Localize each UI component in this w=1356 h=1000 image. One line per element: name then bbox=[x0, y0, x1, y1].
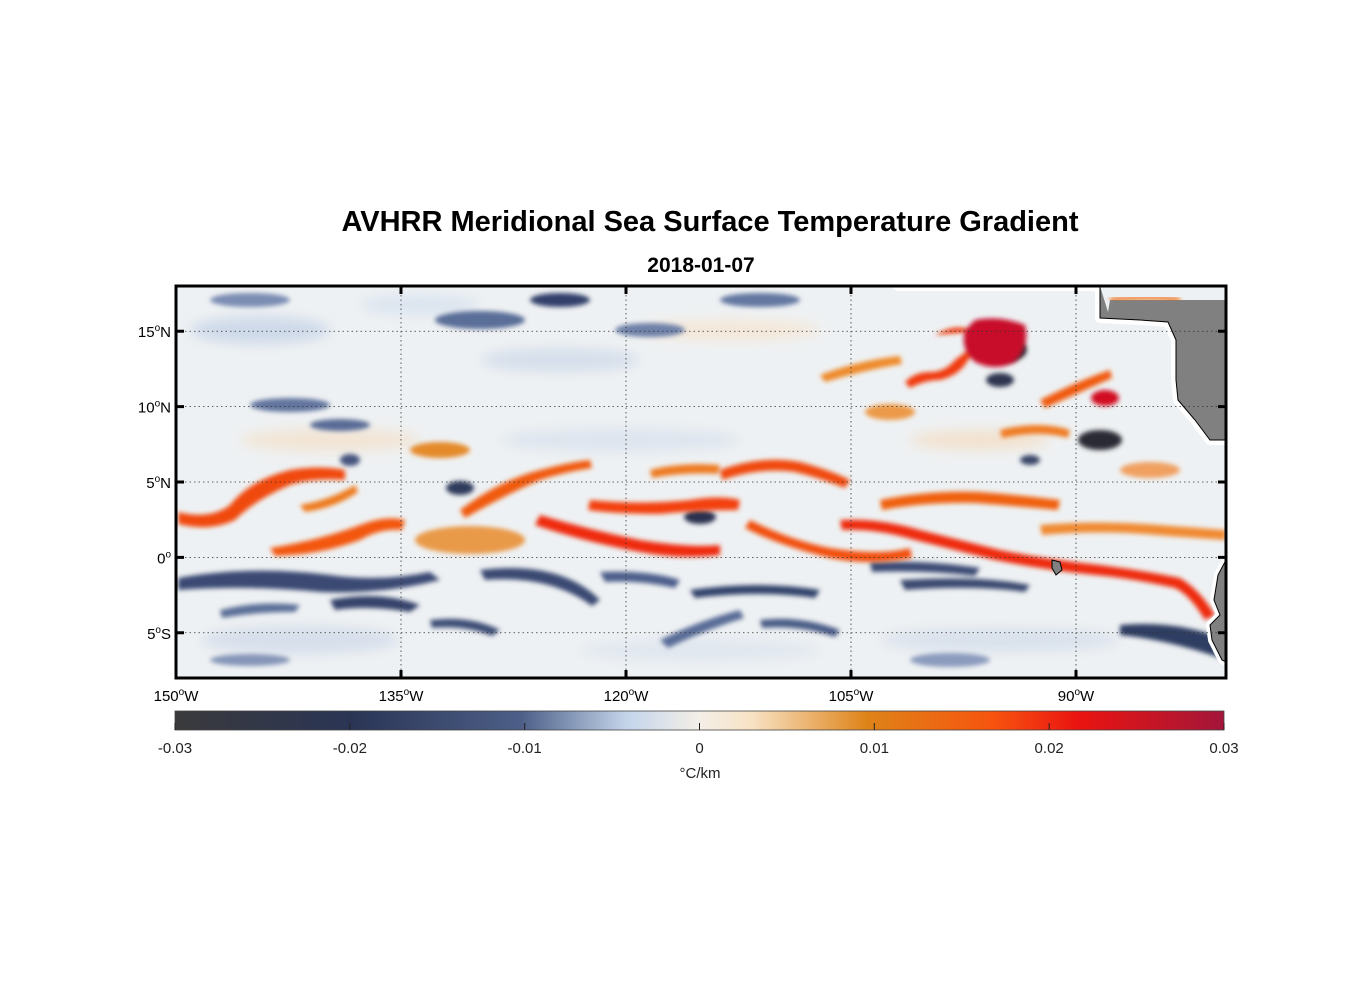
gradient-field bbox=[176, 286, 1226, 678]
colorbar-tick-label: 0 bbox=[695, 740, 704, 757]
map-title: AVHRR Meridional Sea Surface Temperature… bbox=[341, 206, 1079, 238]
colorbar-tick-label: -0.03 bbox=[157, 740, 193, 757]
colorbar-unit-label: °C/km bbox=[679, 765, 721, 782]
colorbar-tick-label: -0.02 bbox=[332, 740, 367, 757]
colorbar-tick-label: -0.01 bbox=[507, 740, 542, 757]
map-date-subtitle: 2018-01-07 bbox=[647, 254, 755, 277]
lat-tick-label: 5oN bbox=[146, 474, 171, 492]
lon-tick-label: 105oW bbox=[829, 687, 875, 705]
colorbar-ticks bbox=[174, 723, 1225, 730]
lat-tick-label: 15oN bbox=[138, 323, 171, 341]
lon-tick-label: 150oW bbox=[154, 687, 200, 705]
negative-gradient-features bbox=[178, 293, 1226, 667]
colorbar-tick-label: 0.01 bbox=[859, 740, 889, 757]
lat-tick-label: 10oN bbox=[138, 399, 171, 417]
lon-tick-label: 120oW bbox=[604, 687, 650, 705]
axis-tick-marks bbox=[174, 286, 1226, 678]
lon-tick-label: 135oW bbox=[379, 687, 425, 705]
positive-gradient-features bbox=[178, 318, 1226, 620]
colorbar-tick-label: 0.03 bbox=[1209, 740, 1239, 757]
lon-tick-label: 90oW bbox=[1058, 687, 1095, 705]
colorbar-tick-label: 0.02 bbox=[1034, 740, 1064, 757]
lat-tick-label: 5oS bbox=[147, 625, 171, 643]
axis-tick-labels: 150oW 135oW 120oW 105oW 90oW 15oN 10oN 5oN 0o 5oS bbox=[138, 323, 1095, 705]
lat-tick-label: 0o bbox=[157, 549, 171, 567]
